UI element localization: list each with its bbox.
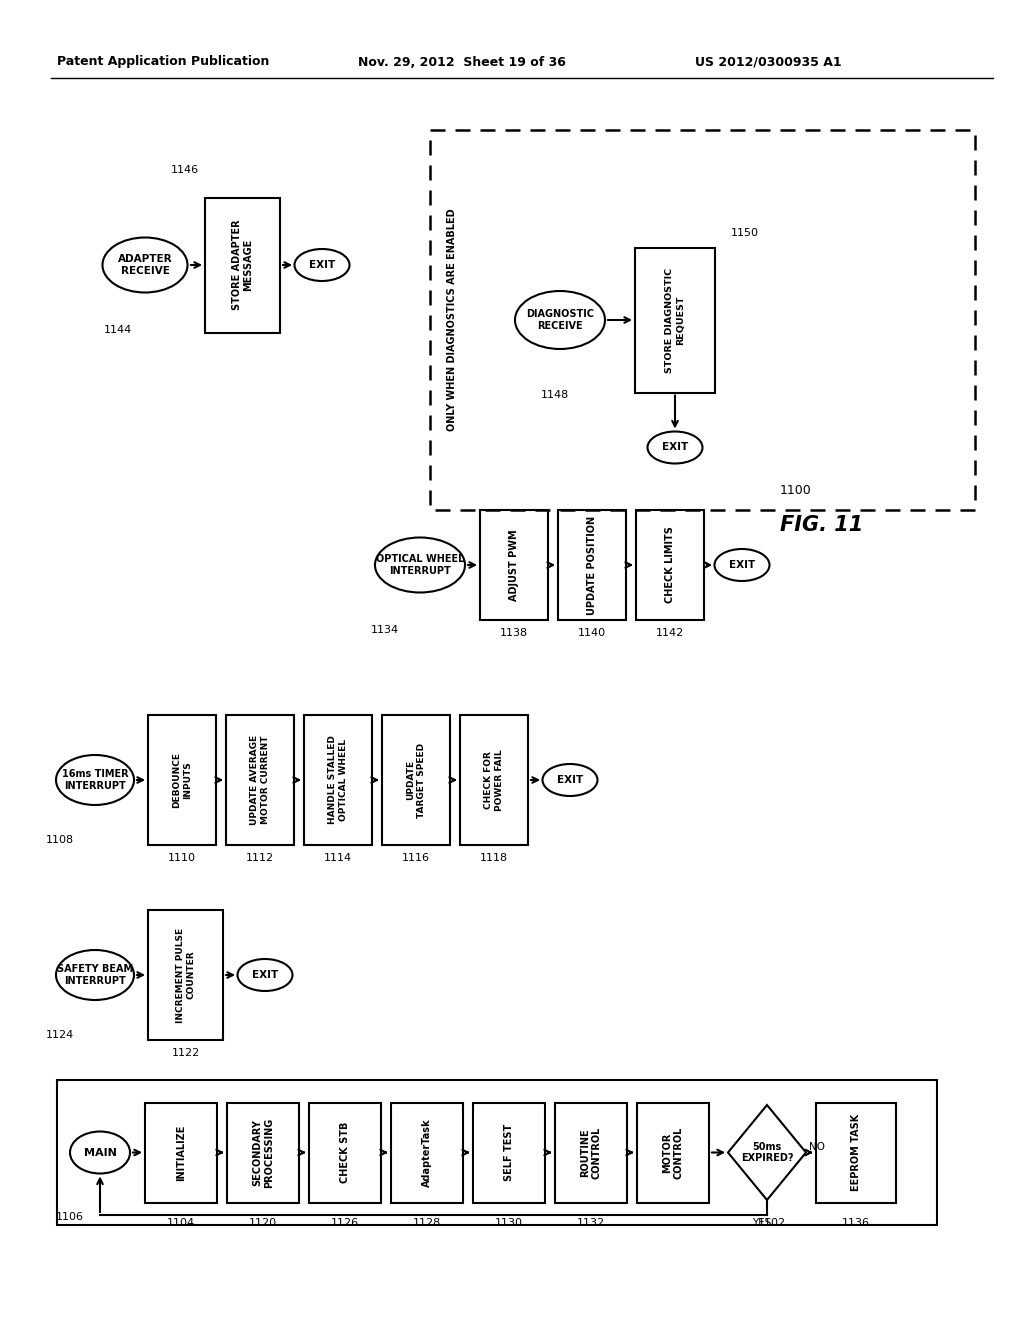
Text: Nov. 29, 2012  Sheet 19 of 36: Nov. 29, 2012 Sheet 19 of 36 — [358, 55, 566, 69]
Ellipse shape — [647, 432, 702, 463]
Polygon shape — [728, 1105, 806, 1200]
Ellipse shape — [56, 755, 134, 805]
Ellipse shape — [70, 1131, 130, 1173]
Text: MOTOR
CONTROL: MOTOR CONTROL — [663, 1126, 684, 1179]
Text: 1146: 1146 — [171, 165, 199, 176]
FancyBboxPatch shape — [635, 248, 715, 392]
FancyBboxPatch shape — [227, 1102, 299, 1203]
FancyBboxPatch shape — [637, 1102, 709, 1203]
Text: 1124: 1124 — [46, 1030, 74, 1040]
Text: 1144: 1144 — [103, 325, 132, 335]
Text: UPDATE POSITION: UPDATE POSITION — [587, 515, 597, 615]
Text: STORE ADAPTER
MESSAGE: STORE ADAPTER MESSAGE — [231, 219, 253, 310]
Ellipse shape — [56, 950, 134, 1001]
FancyBboxPatch shape — [382, 715, 450, 845]
Text: 1104: 1104 — [167, 1217, 195, 1228]
FancyBboxPatch shape — [226, 715, 294, 845]
Text: HANDLE STALLED
OPTICAL WHEEL: HANDLE STALLED OPTICAL WHEEL — [329, 735, 348, 825]
Text: 1112: 1112 — [246, 853, 274, 863]
Text: UPDATE
TARGET SPEED: UPDATE TARGET SPEED — [407, 742, 426, 817]
Text: 1142: 1142 — [656, 628, 684, 638]
Ellipse shape — [543, 764, 597, 796]
Text: 1126: 1126 — [331, 1217, 359, 1228]
Text: US 2012/0300935 A1: US 2012/0300935 A1 — [695, 55, 842, 69]
Text: OPTICAL WHEEL
INTERRUPT: OPTICAL WHEEL INTERRUPT — [376, 554, 464, 576]
FancyBboxPatch shape — [816, 1102, 896, 1203]
FancyBboxPatch shape — [460, 715, 528, 845]
FancyBboxPatch shape — [145, 1102, 217, 1203]
Text: 1110: 1110 — [168, 853, 196, 863]
Text: DIAGNOSTIC
RECEIVE: DIAGNOSTIC RECEIVE — [526, 309, 594, 331]
FancyBboxPatch shape — [205, 198, 280, 333]
Text: 1118: 1118 — [480, 853, 508, 863]
Text: 1114: 1114 — [324, 853, 352, 863]
Ellipse shape — [375, 537, 465, 593]
Text: 50ms
EXPIRED?: 50ms EXPIRED? — [740, 1142, 794, 1163]
Text: ONLY WHEN DIAGNOSTICS ARE ENABLED: ONLY WHEN DIAGNOSTICS ARE ENABLED — [447, 209, 457, 432]
Text: INITIALIZE: INITIALIZE — [176, 1125, 186, 1180]
Text: 1150: 1150 — [731, 227, 759, 238]
Ellipse shape — [715, 549, 769, 581]
Text: SAFETY BEAM
INTERRUPT: SAFETY BEAM INTERRUPT — [57, 964, 133, 986]
Ellipse shape — [102, 238, 187, 293]
Text: 1134: 1134 — [371, 624, 399, 635]
Text: 1132: 1132 — [577, 1217, 605, 1228]
Text: 1106: 1106 — [56, 1213, 84, 1222]
Text: UPDATE AVERAGE
MOTOR CURRENT: UPDATE AVERAGE MOTOR CURRENT — [250, 735, 269, 825]
FancyBboxPatch shape — [473, 1102, 545, 1203]
Text: 1128: 1128 — [413, 1217, 441, 1228]
Text: EXIT: EXIT — [309, 260, 335, 271]
Text: CHECK FOR
POWER FAIL: CHECK FOR POWER FAIL — [484, 750, 504, 810]
FancyBboxPatch shape — [304, 715, 372, 845]
Text: DEBOUNCE
INPUTS: DEBOUNCE INPUTS — [172, 752, 191, 808]
FancyBboxPatch shape — [309, 1102, 381, 1203]
FancyBboxPatch shape — [480, 510, 548, 620]
Text: EEPROM TASK: EEPROM TASK — [851, 1114, 861, 1191]
Text: SELF TEST: SELF TEST — [504, 1123, 514, 1181]
Text: 1130: 1130 — [495, 1217, 523, 1228]
Text: 1148: 1148 — [541, 389, 569, 400]
Text: 1108: 1108 — [46, 836, 74, 845]
Text: Patent Application Publication: Patent Application Publication — [57, 55, 269, 69]
FancyBboxPatch shape — [148, 909, 223, 1040]
Text: ADAPTER
RECEIVE: ADAPTER RECEIVE — [118, 255, 172, 276]
Text: EXIT: EXIT — [662, 442, 688, 453]
Text: 1140: 1140 — [578, 628, 606, 638]
Text: 1120: 1120 — [249, 1217, 278, 1228]
Text: 1136: 1136 — [842, 1217, 870, 1228]
Text: 1100: 1100 — [780, 483, 812, 496]
FancyBboxPatch shape — [636, 510, 705, 620]
Text: MAIN: MAIN — [84, 1147, 117, 1158]
Ellipse shape — [238, 960, 293, 991]
Text: CHECK STB: CHECK STB — [340, 1122, 350, 1183]
Text: INCREMENT PULSE
COUNTER: INCREMENT PULSE COUNTER — [176, 928, 196, 1023]
Text: 1102: 1102 — [758, 1217, 786, 1228]
Text: EXIT: EXIT — [729, 560, 755, 570]
Text: AdapterTask: AdapterTask — [422, 1118, 432, 1187]
Text: ROUTINE
CONTROL: ROUTINE CONTROL — [581, 1126, 602, 1179]
FancyBboxPatch shape — [558, 510, 626, 620]
FancyBboxPatch shape — [148, 715, 216, 845]
Text: CHECK LIMITS: CHECK LIMITS — [665, 527, 675, 603]
Text: EXIT: EXIT — [252, 970, 279, 979]
FancyBboxPatch shape — [391, 1102, 463, 1203]
Text: 16ms TIMER
INTERRUPT: 16ms TIMER INTERRUPT — [61, 770, 128, 791]
Text: EXIT: EXIT — [557, 775, 583, 785]
Text: 1116: 1116 — [402, 853, 430, 863]
Text: YES: YES — [753, 1217, 772, 1228]
Text: NO: NO — [809, 1143, 825, 1152]
Text: ADJUST PWM: ADJUST PWM — [509, 529, 519, 601]
Ellipse shape — [515, 290, 605, 348]
Text: STORE DIAGNOSTIC
REQUEST: STORE DIAGNOSTIC REQUEST — [666, 268, 685, 372]
Text: 1138: 1138 — [500, 628, 528, 638]
FancyBboxPatch shape — [555, 1102, 627, 1203]
Text: FIG. 11: FIG. 11 — [780, 515, 863, 535]
Text: 1122: 1122 — [171, 1048, 200, 1059]
Ellipse shape — [295, 249, 349, 281]
Text: SECONDARY
PROCESSING: SECONDARY PROCESSING — [252, 1117, 273, 1188]
